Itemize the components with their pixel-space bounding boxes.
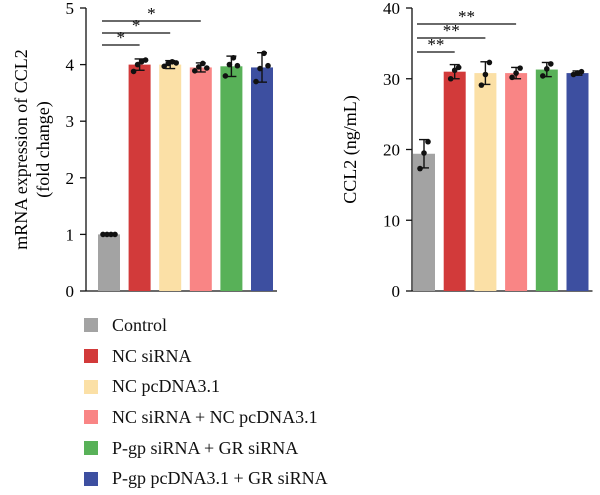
- data-point: [425, 138, 431, 145]
- data-point: [548, 61, 554, 67]
- y-tick-label: 40: [383, 0, 400, 18]
- y-tick-label: 20: [383, 141, 400, 160]
- data-point: [104, 231, 110, 238]
- significance-label: *: [132, 16, 141, 35]
- bar: [220, 66, 243, 291]
- data-point: [517, 65, 523, 71]
- significance-label: **: [427, 35, 444, 54]
- data-point: [451, 67, 458, 74]
- data-point: [192, 68, 198, 74]
- data-point: [108, 231, 114, 238]
- significance-label: **: [458, 7, 475, 26]
- bar: [566, 73, 589, 291]
- y-tick-label: 5: [66, 0, 75, 18]
- y-tick-label: 4: [66, 56, 75, 75]
- bar: [474, 73, 497, 291]
- y-tick-label: 0: [66, 282, 75, 301]
- data-point: [130, 68, 137, 75]
- bar: [505, 73, 528, 291]
- legend-swatch: [84, 471, 98, 486]
- data-point: [482, 71, 489, 78]
- data-point: [234, 62, 241, 69]
- significance-label: **: [443, 21, 460, 40]
- bar: [159, 64, 182, 291]
- y-tick-label: 10: [383, 211, 400, 230]
- data-point: [230, 55, 237, 61]
- legend-label: NC pcDNA3.1: [112, 376, 220, 397]
- legend-label: P-gp siRNA + GR siRNA: [112, 437, 299, 458]
- legend-label: NC siRNA: [112, 345, 192, 366]
- data-point: [173, 60, 179, 66]
- y-tick-label: 3: [66, 112, 75, 131]
- legend-item-nc-sirna: NC siRNA: [84, 341, 328, 372]
- data-point: [204, 65, 210, 71]
- legend-label: P-gp pcDNA3.1 + GR siRNA: [112, 468, 328, 489]
- data-point: [222, 73, 229, 79]
- bar: [98, 234, 120, 291]
- chart-area: 0 1 2 3 4 5 mRNA expression of CCL2 (fold chang…: [11, 0, 593, 301]
- data-point: [421, 150, 427, 156]
- data-point: [196, 64, 202, 70]
- data-point: [261, 50, 267, 57]
- data-point: [257, 65, 263, 72]
- bar: [413, 153, 435, 291]
- legend-item-pgp-sirna-gr-sirna: P-gp siRNA + GR siRNA: [84, 433, 328, 464]
- y-axis-title: (fold change): [33, 101, 54, 197]
- data-point: [265, 62, 271, 69]
- data-point: [253, 78, 259, 85]
- data-point: [200, 60, 206, 67]
- data-point: [226, 61, 233, 68]
- data-point: [134, 61, 141, 68]
- data-point: [540, 73, 546, 79]
- data-point: [161, 63, 167, 70]
- bar: [251, 67, 273, 292]
- bar: [535, 69, 558, 292]
- data-point: [142, 57, 149, 63]
- significance-label: *: [147, 4, 156, 23]
- legend-swatch: [84, 349, 98, 364]
- legend-swatch: [84, 441, 98, 456]
- data-point: [578, 68, 585, 75]
- significance-label: *: [117, 28, 126, 47]
- data-point: [544, 66, 550, 72]
- data-point: [513, 70, 519, 76]
- data-point: [455, 64, 462, 71]
- bar: [128, 64, 151, 291]
- legend-item-control: Control: [84, 310, 328, 341]
- legend-label: Control: [112, 314, 168, 335]
- data-point: [478, 82, 485, 88]
- legend-item-nc-sirna-nc-pcdna: NC siRNA + NC pcDNA3.1: [84, 402, 328, 433]
- legend-swatch: [84, 410, 98, 425]
- y-tick-label: 2: [66, 169, 75, 188]
- legend-label: NC siRNA + NC pcDNA3.1: [112, 406, 318, 427]
- data-point: [100, 231, 106, 238]
- bar: [443, 71, 466, 291]
- legend-swatch: [84, 379, 98, 394]
- data-point: [417, 165, 423, 172]
- data-point: [486, 59, 493, 66]
- legend-item-nc-pcdna: NC pcDNA3.1: [84, 371, 328, 402]
- y-tick-label: 30: [383, 70, 400, 89]
- data-point: [447, 75, 454, 82]
- legend: Control NC siRNA NC pcDNA3.1 NC siRNA + …: [84, 310, 328, 494]
- y-axis-title: mRNA expression of CCL2: [11, 49, 31, 250]
- y-axis-title: CCL2 (ng/mL): [340, 95, 361, 204]
- legend-item-pgp-pcdna-gr-sirna: P-gp pcDNA3.1 + GR siRNA: [84, 463, 328, 494]
- legend-swatch: [84, 318, 98, 333]
- data-point: [509, 74, 515, 81]
- chart-mrna-ccl2: 0 1 2 3 4 5 mRNA expression of CCL2 (fold chang…: [11, 0, 277, 301]
- y-tick-label: 0: [392, 282, 401, 301]
- bar: [189, 67, 212, 292]
- y-tick-label: 1: [66, 225, 75, 244]
- data-point: [112, 231, 118, 238]
